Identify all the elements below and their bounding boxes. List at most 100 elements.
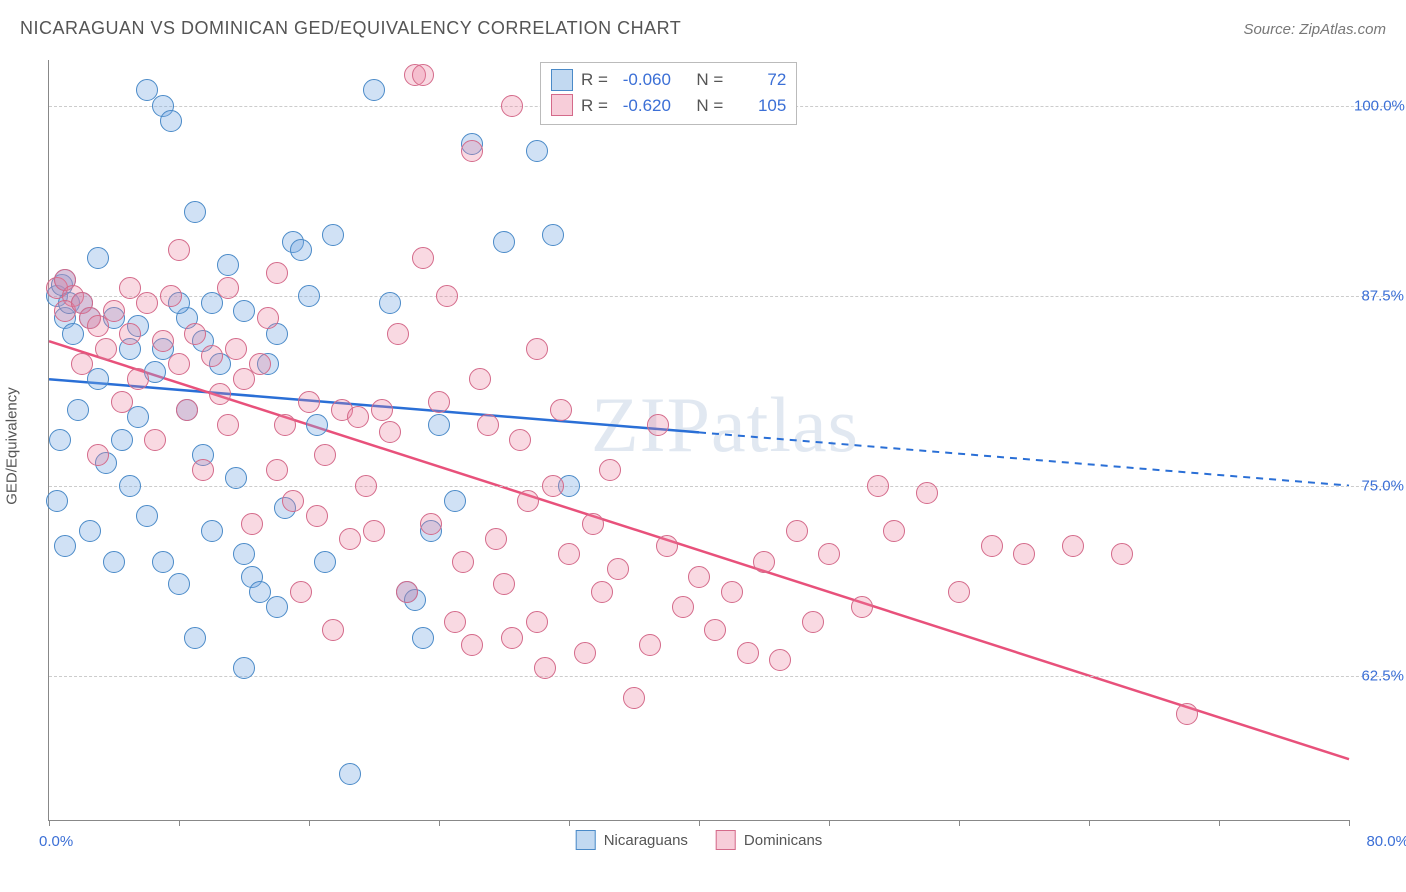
- scatter-point: [688, 566, 710, 588]
- title-bar: NICARAGUAN VS DOMINICAN GED/EQUIVALENCY …: [20, 18, 1386, 39]
- x-tick: [1089, 820, 1090, 826]
- scatter-point: [274, 414, 296, 436]
- scatter-point: [290, 239, 312, 261]
- scatter-point: [851, 596, 873, 618]
- scatter-point: [160, 110, 182, 132]
- stat-r-value: -0.620: [616, 93, 671, 119]
- scatter-point: [591, 581, 613, 603]
- scatter-point: [461, 140, 483, 162]
- scatter-point: [542, 475, 564, 497]
- scatter-point: [517, 490, 539, 512]
- scatter-point: [225, 467, 247, 489]
- scatter-point: [71, 353, 93, 375]
- grid-line: [49, 296, 1399, 297]
- scatter-point: [444, 490, 466, 512]
- scatter-point: [209, 383, 231, 405]
- scatter-point: [298, 285, 320, 307]
- scatter-point: [469, 368, 491, 390]
- scatter-point: [87, 368, 109, 390]
- scatter-point: [704, 619, 726, 641]
- scatter-point: [257, 307, 279, 329]
- scatter-point: [87, 444, 109, 466]
- scatter-point: [217, 277, 239, 299]
- scatter-point: [306, 414, 328, 436]
- stats-legend-row: R =-0.060 N =72: [551, 67, 786, 93]
- scatter-point: [339, 528, 361, 550]
- scatter-point: [282, 490, 304, 512]
- scatter-point: [233, 657, 255, 679]
- scatter-point: [1111, 543, 1133, 565]
- scatter-point: [217, 414, 239, 436]
- scatter-point: [582, 513, 604, 535]
- scatter-point: [233, 543, 255, 565]
- scatter-point: [485, 528, 507, 550]
- scatter-point: [981, 535, 1003, 557]
- stat-r-label: R =: [581, 93, 608, 119]
- scatter-point: [201, 520, 223, 542]
- x-tick: [179, 820, 180, 826]
- scatter-point: [639, 634, 661, 656]
- scatter-point: [493, 573, 515, 595]
- scatter-point: [948, 581, 970, 603]
- scatter-point: [526, 611, 548, 633]
- x-tick: [959, 820, 960, 826]
- scatter-point: [737, 642, 759, 664]
- scatter-point: [672, 596, 694, 618]
- legend-label: Nicaraguans: [604, 832, 688, 849]
- x-tick: [569, 820, 570, 826]
- scatter-point: [314, 551, 336, 573]
- scatter-point: [452, 551, 474, 573]
- scatter-point: [656, 535, 678, 557]
- scatter-point: [298, 391, 320, 413]
- scatter-point: [233, 300, 255, 322]
- legend-label: Dominicans: [744, 832, 822, 849]
- scatter-point: [412, 64, 434, 86]
- scatter-point: [266, 459, 288, 481]
- legend-item: Nicaraguans: [576, 830, 688, 850]
- scatter-point: [363, 520, 385, 542]
- scatter-point: [322, 619, 344, 641]
- scatter-point: [103, 300, 125, 322]
- scatter-point: [119, 475, 141, 497]
- scatter-point: [184, 323, 206, 345]
- scatter-point: [225, 338, 247, 360]
- y-tick-label: 62.5%: [1354, 667, 1404, 684]
- scatter-point: [111, 391, 133, 413]
- stats-legend-row: R =-0.620 N =105: [551, 93, 786, 119]
- scatter-point: [802, 611, 824, 633]
- scatter-point: [379, 421, 401, 443]
- scatter-point: [428, 391, 450, 413]
- x-tick: [49, 820, 50, 826]
- legend-swatch: [551, 94, 573, 116]
- watermark: ZIPatlas: [591, 380, 859, 470]
- x-axis-max-label: 80.0%: [1366, 833, 1406, 850]
- scatter-point: [127, 368, 149, 390]
- stats-legend-box: R =-0.060 N =72R =-0.620 N =105: [540, 62, 797, 125]
- scatter-point: [574, 642, 596, 664]
- scatter-point: [371, 399, 393, 421]
- grid-line: [49, 486, 1399, 487]
- scatter-point: [387, 323, 409, 345]
- scatter-point: [379, 292, 401, 314]
- scatter-point: [558, 543, 580, 565]
- stat-n-label: N =: [696, 67, 723, 93]
- scatter-point: [420, 513, 442, 535]
- x-tick: [309, 820, 310, 826]
- scatter-point: [136, 505, 158, 527]
- x-tick: [1219, 820, 1220, 826]
- plot-area: ZIPatlas 0.0% 80.0% NicaraguansDominican…: [48, 60, 1349, 821]
- scatter-point: [136, 292, 158, 314]
- scatter-point: [1062, 535, 1084, 557]
- scatter-point: [509, 429, 531, 451]
- scatter-point: [192, 459, 214, 481]
- scatter-point: [1013, 543, 1035, 565]
- scatter-point: [217, 254, 239, 276]
- scatter-point: [184, 627, 206, 649]
- scatter-point: [786, 520, 808, 542]
- legend-item: Dominicans: [716, 830, 822, 850]
- scatter-point: [266, 262, 288, 284]
- scatter-point: [363, 79, 385, 101]
- scatter-point: [412, 247, 434, 269]
- scatter-point: [306, 505, 328, 527]
- scatter-point: [526, 140, 548, 162]
